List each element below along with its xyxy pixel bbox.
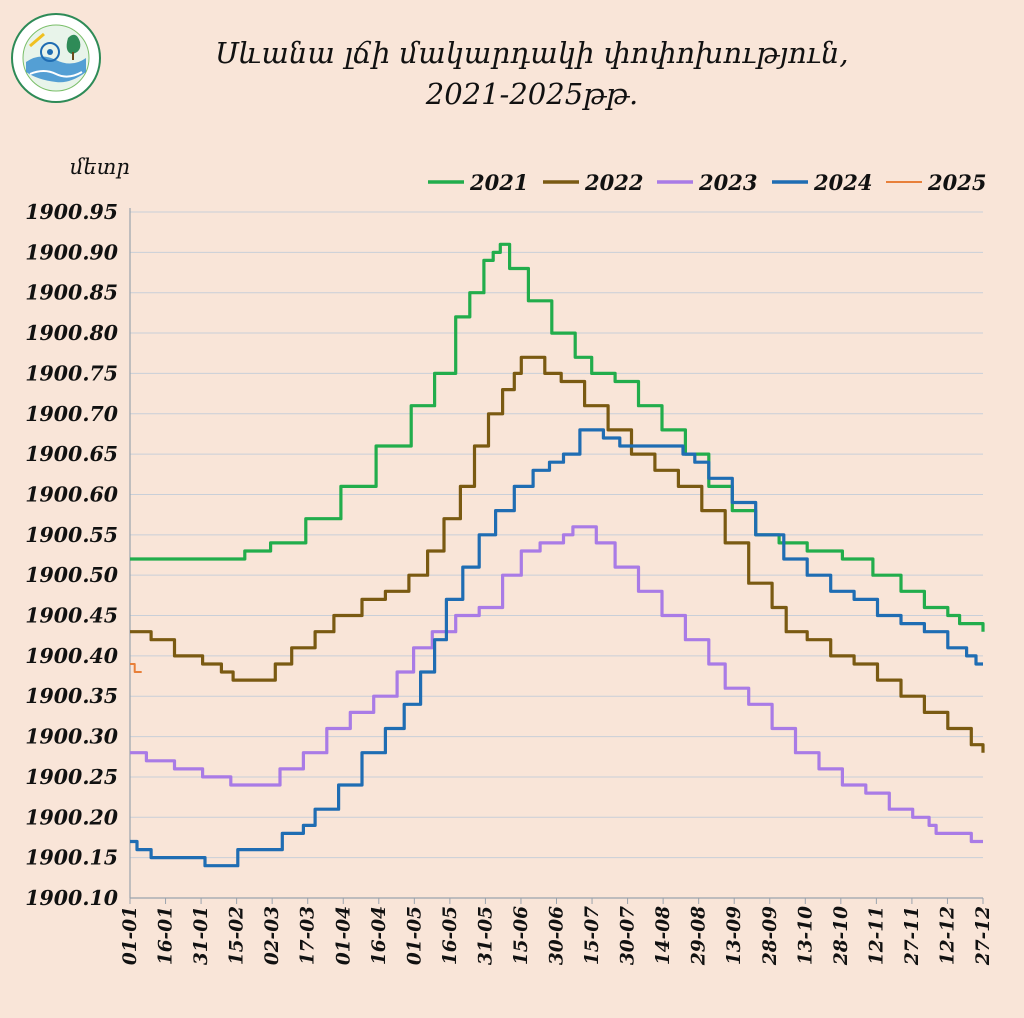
x-tick-label: 28-09 [760,906,781,966]
legend-label-2022: 2022 [584,170,643,195]
x-tick-label: 15-06 [511,906,532,965]
y-tick-label: 1900.40 [25,644,118,668]
y-tick-label: 1900.30 [25,725,118,749]
x-tick-label: 28-10 [831,906,852,966]
legend: 2021 2022 2023 2024 2025 [428,170,986,195]
x-tick-label: 31-05 [475,906,496,965]
series-lines [130,242,985,868]
x-tick-label: 30-07 [618,906,639,965]
series-line-2023 [130,525,983,844]
x-tick-label: 16-01 [156,906,177,965]
x-tick-label: 12-12 [937,906,958,965]
x-tick-label: 16-04 [369,906,390,965]
y-tick-label: 1900.70 [25,402,118,426]
y-tick-label: 1900.95 [25,200,118,224]
y-tick-label: 1900.35 [25,684,118,708]
y-axis-unit-label: մետր [70,155,130,179]
series-line-2025 [130,663,142,673]
gridlines [130,211,983,899]
x-tick-label: 02-03 [262,906,283,965]
x-tick-label: 13-10 [795,906,816,965]
x-tick-label: 01-05 [404,906,425,965]
series-line-2024 [130,428,983,868]
y-tick-label: 1900.20 [25,805,118,829]
legend-label-2024: 2024 [813,170,872,195]
x-tick-label: 12-11 [866,906,887,965]
series-line-2022 [130,355,985,753]
x-tick-label: 16-05 [440,906,461,965]
sevan-hydrometeorology-center-logo [11,13,101,103]
y-tick-label: 1900.65 [25,442,118,466]
x-tick-label: 01-04 [333,906,354,965]
x-tick-labels: 01-01 16-01 31-01 15-02 02-03 17-03 01-04 16-04… [120,906,994,966]
y-tick-label: 1900.25 [25,765,118,789]
x-tick-label: 27-11 [902,906,923,966]
y-tick-labels: 1900.95 1900.90 1900.85 1900.80 1900.75 1900.… [25,200,118,910]
legend-label-2021: 2021 [469,170,528,195]
legend-label-2025: 2025 [927,170,986,195]
x-tick-label: 01-01 [120,906,141,965]
x-tick-label: 17-03 [298,906,319,965]
y-tick-label: 1900.60 [25,482,118,506]
y-tick-label: 1900.75 [25,361,118,385]
y-tick-label: 1900.50 [25,563,118,587]
y-tick-label: 1900.15 [25,846,118,870]
x-tick-label: 31-01 [191,906,212,965]
x-tick-label: 13-09 [724,906,745,965]
y-tick-label: 1900.90 [25,240,118,264]
chart-title-line-1: Սևանա լճի մակարդակի փոփոխություն, [215,36,849,70]
y-tick-label: 1900.55 [25,523,118,547]
axes [129,208,984,904]
x-tick-label: 27-12 [973,906,994,966]
chart-title-line-2: 2021-2025թթ. [425,77,639,111]
x-tick-label: 14-08 [653,906,674,965]
y-tick-label: 1900.45 [25,604,118,628]
x-tick-label: 15-02 [227,906,248,965]
series-line-2021 [130,242,985,632]
legend-label-2023: 2023 [698,170,757,195]
x-tick-label: 30-06 [547,906,568,965]
y-tick-label: 1900.85 [25,281,118,305]
y-tick-label: 1900.80 [25,321,118,345]
y-tick-label: 1900.10 [25,886,118,910]
x-tick-label: 29-08 [689,906,710,966]
x-tick-label: 15-07 [582,906,603,965]
